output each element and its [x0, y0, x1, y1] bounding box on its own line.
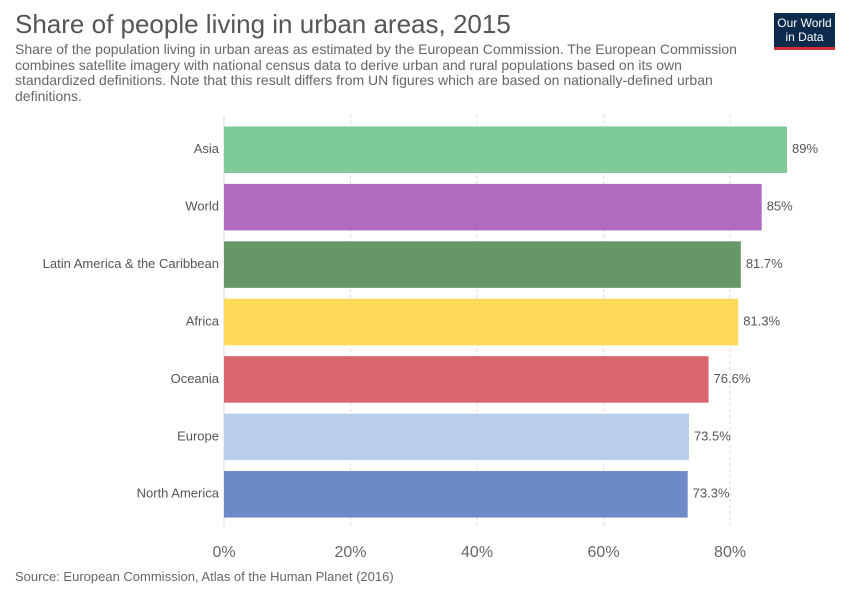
value-label: 85% — [767, 199, 793, 214]
chart-source[interactable]: Source: European Commission, Atlas of th… — [15, 569, 394, 584]
bar-latin-america-the-caribbean[interactable] — [224, 241, 741, 288]
bar-north-america[interactable] — [224, 471, 688, 518]
x-tick-label: 80% — [714, 544, 746, 561]
x-tick-label: 20% — [335, 544, 367, 561]
bar-oceania[interactable] — [224, 356, 709, 403]
logo-line-1: Our World — [777, 16, 832, 30]
bar-world[interactable] — [224, 183, 762, 231]
bar-africa[interactable] — [224, 298, 739, 346]
category-label: Europe — [177, 428, 219, 443]
category-label: World — [185, 199, 219, 214]
category-label: Asia — [194, 141, 220, 156]
owid-logo[interactable]: Our World in Data — [774, 13, 835, 50]
value-label: 81.3% — [743, 313, 780, 328]
chart-title: Share of people living in urban areas, 2… — [15, 9, 511, 39]
x-tick-label: 40% — [461, 544, 493, 561]
bar-europe[interactable] — [224, 413, 689, 461]
x-tick-label: 0% — [212, 544, 235, 561]
category-label: Africa — [186, 313, 220, 328]
value-label: 73.5% — [694, 428, 731, 443]
value-label: 76.6% — [714, 371, 751, 386]
value-label: 73.3% — [693, 486, 730, 501]
bar-asia[interactable] — [224, 126, 787, 173]
category-label: North America — [137, 486, 220, 501]
category-label: Oceania — [171, 371, 220, 386]
x-tick-label: 60% — [588, 544, 620, 561]
chart-subtitle: Share of the population living in urban … — [15, 41, 737, 104]
category-label: Latin America & the Caribbean — [43, 256, 219, 271]
logo-line-2: in Data — [785, 30, 824, 44]
value-label: 89% — [792, 141, 818, 156]
value-label: 81.7% — [746, 256, 783, 271]
